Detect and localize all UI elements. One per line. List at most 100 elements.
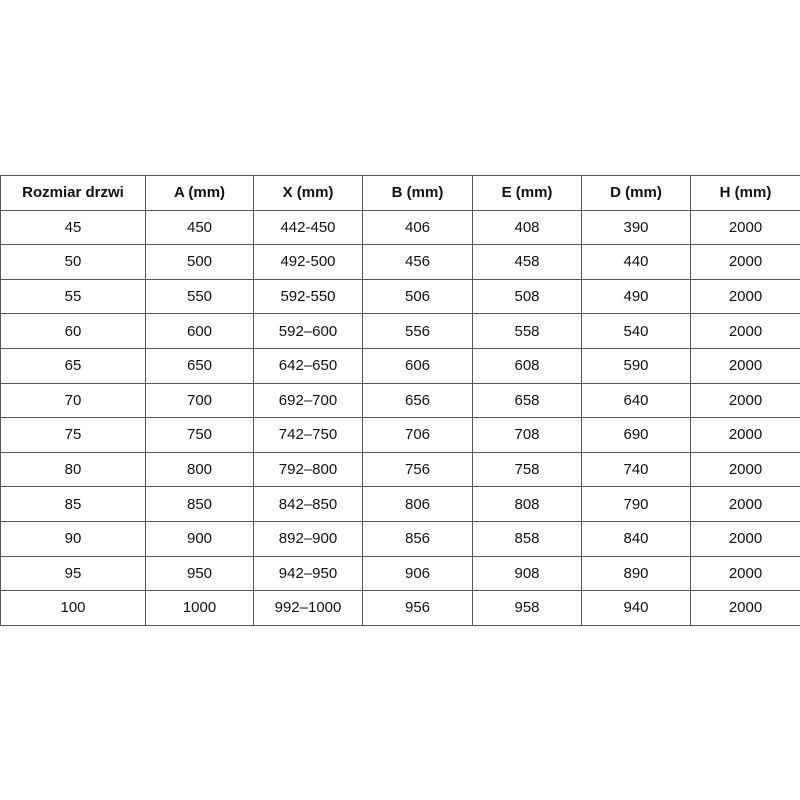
table-cell: 2000 xyxy=(690,417,800,453)
table-cell: 2000 xyxy=(690,313,800,349)
table-cell: 656 xyxy=(362,382,473,419)
table-cell: 600 xyxy=(145,313,254,349)
table-row: 75 750 742–750 706 708 690 2000 xyxy=(0,417,800,453)
column-header: E (mm) xyxy=(472,175,582,211)
table-cell: 506 xyxy=(362,278,473,315)
table-cell: 2000 xyxy=(690,520,800,557)
table-cell: 100 xyxy=(0,590,146,626)
table-cell: 95 xyxy=(0,555,146,592)
table-cell: 2000 xyxy=(690,555,800,592)
table-row: 60 600 592–600 556 558 540 2000 xyxy=(0,313,800,349)
table-cell: 2000 xyxy=(690,590,800,626)
table-cell: 540 xyxy=(581,313,691,349)
table-cell: 992–1000 xyxy=(253,590,363,626)
table-cell: 658 xyxy=(472,382,582,419)
column-header: X (mm) xyxy=(253,175,363,211)
table-cell: 740 xyxy=(581,451,691,488)
table-cell: 2000 xyxy=(690,244,800,280)
table-row: 55 550 592-550 506 508 490 2000 xyxy=(0,278,800,315)
table-cell: 2000 xyxy=(690,451,800,488)
table-cell: 792–800 xyxy=(253,451,363,488)
table-row: 80 800 792–800 756 758 740 2000 xyxy=(0,451,800,488)
table-cell: 642–650 xyxy=(253,347,363,384)
table-cell: 808 xyxy=(472,486,582,522)
table-cell: 700 xyxy=(145,382,254,419)
column-header: Rozmiar drzwi xyxy=(0,175,146,211)
table-row: 85 850 842–850 806 808 790 2000 xyxy=(0,486,800,522)
table-cell: 590 xyxy=(581,347,691,384)
table-cell: 800 xyxy=(145,451,254,488)
table-cell: 55 xyxy=(0,278,146,315)
table-cell: 50 xyxy=(0,244,146,280)
header-row: Rozmiar drzwi A (mm) X (mm) B (mm) E (mm) D (… xyxy=(0,175,800,211)
door-size-table: Rozmiar drzwi A (mm) X (mm) B (mm) E (mm) D (… xyxy=(0,175,800,626)
table-row: 45 450 442-450 406 408 390 2000 xyxy=(0,209,800,246)
table-cell: 558 xyxy=(472,313,582,349)
table-cell: 950 xyxy=(145,555,254,592)
table-cell: 2000 xyxy=(690,209,800,246)
column-header: B (mm) xyxy=(362,175,473,211)
table-cell: 45 xyxy=(0,209,146,246)
table-cell: 900 xyxy=(145,520,254,557)
table-cell: 408 xyxy=(472,209,582,246)
column-header: H (mm) xyxy=(690,175,800,211)
table-cell: 640 xyxy=(581,382,691,419)
table-cell: 592–600 xyxy=(253,313,363,349)
table-cell: 440 xyxy=(581,244,691,280)
table-cell: 856 xyxy=(362,520,473,557)
table-cell: 606 xyxy=(362,347,473,384)
table-cell: 508 xyxy=(472,278,582,315)
table-cell: 592-550 xyxy=(253,278,363,315)
table-cell: 1000 xyxy=(145,590,254,626)
table-cell: 2000 xyxy=(690,347,800,384)
table-cell: 908 xyxy=(472,555,582,592)
table-row: 90 900 892–900 856 858 840 2000 xyxy=(0,520,800,557)
table-cell: 490 xyxy=(581,278,691,315)
table-cell: 706 xyxy=(362,417,473,453)
table-cell: 750 xyxy=(145,417,254,453)
table-cell: 958 xyxy=(472,590,582,626)
table-row: 70 700 692–700 656 658 640 2000 xyxy=(0,382,800,419)
table-cell: 390 xyxy=(581,209,691,246)
table-row: 95 950 942–950 906 908 890 2000 xyxy=(0,555,800,592)
table-cell: 742–750 xyxy=(253,417,363,453)
table-cell: 458 xyxy=(472,244,582,280)
table-cell: 940 xyxy=(581,590,691,626)
table-row: 65 650 642–650 606 608 590 2000 xyxy=(0,347,800,384)
table-cell: 456 xyxy=(362,244,473,280)
table-cell: 758 xyxy=(472,451,582,488)
table-cell: 65 xyxy=(0,347,146,384)
table-cell: 60 xyxy=(0,313,146,349)
table-cell: 708 xyxy=(472,417,582,453)
table-cell: 500 xyxy=(145,244,254,280)
table-cell: 75 xyxy=(0,417,146,453)
table-cell: 840 xyxy=(581,520,691,557)
table-cell: 2000 xyxy=(690,382,800,419)
table-cell: 942–950 xyxy=(253,555,363,592)
table-cell: 690 xyxy=(581,417,691,453)
table-cell: 858 xyxy=(472,520,582,557)
table-cell: 90 xyxy=(0,520,146,557)
table-cell: 550 xyxy=(145,278,254,315)
table-cell: 608 xyxy=(472,347,582,384)
table-cell: 890 xyxy=(581,555,691,592)
table-row: 100 1000 992–1000 956 958 940 2000 xyxy=(0,590,800,626)
table-cell: 492-500 xyxy=(253,244,363,280)
table-cell: 650 xyxy=(145,347,254,384)
table-cell: 850 xyxy=(145,486,254,522)
table-cell: 956 xyxy=(362,590,473,626)
table-cell: 692–700 xyxy=(253,382,363,419)
column-header: D (mm) xyxy=(581,175,691,211)
table-cell: 842–850 xyxy=(253,486,363,522)
table-cell: 892–900 xyxy=(253,520,363,557)
table-cell: 406 xyxy=(362,209,473,246)
table-cell: 70 xyxy=(0,382,146,419)
table-cell: 442-450 xyxy=(253,209,363,246)
column-header: A (mm) xyxy=(145,175,254,211)
table-row: 50 500 492-500 456 458 440 2000 xyxy=(0,244,800,280)
table-cell: 756 xyxy=(362,451,473,488)
table-cell: 790 xyxy=(581,486,691,522)
table-cell: 2000 xyxy=(690,486,800,522)
table-cell: 80 xyxy=(0,451,146,488)
table-cell: 906 xyxy=(362,555,473,592)
